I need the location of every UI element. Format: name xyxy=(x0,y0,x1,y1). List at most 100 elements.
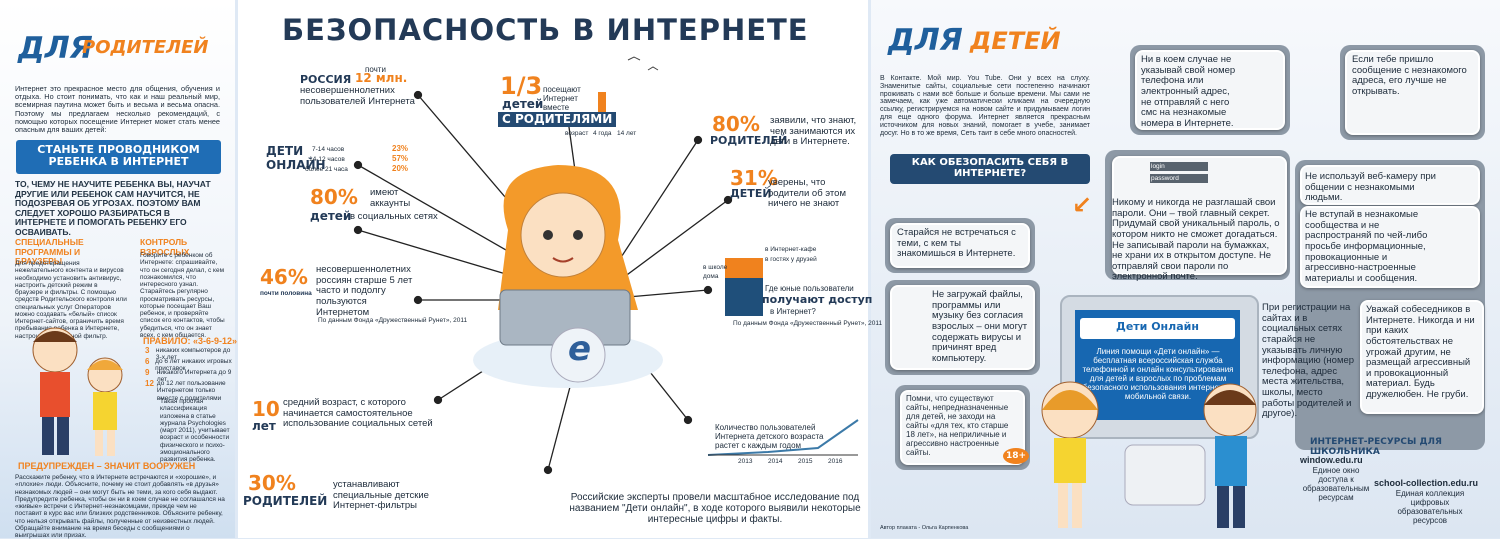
phone-card xyxy=(1135,50,1285,130)
rule-note: Такая простая классификация изложена в с… xyxy=(160,398,230,464)
p80-label: РОДИТЕЛЕЙ xyxy=(710,134,788,147)
connector-lines xyxy=(353,56,859,475)
k80-text: имеют аккаунты xyxy=(370,187,411,209)
author: Автор плаката - Ольга Карпенкова xyxy=(880,525,969,531)
webcam-text: Не используй веб-камеру при общении с не… xyxy=(1305,171,1436,204)
rule-num: 12 xyxy=(145,379,154,388)
online-row-label: 14-12 часов xyxy=(309,156,345,163)
year: 2014 xyxy=(768,458,783,465)
files-text: Не загружай файлы, программы или музыку … xyxy=(932,289,1028,364)
rule-item: никакого Интернета до 9 лет xyxy=(156,369,232,384)
mln: 12 млн. xyxy=(355,71,408,85)
main-title: БЕЗОПАСНОСТЬ В ИНТЕРНЕТЕ xyxy=(282,13,809,47)
third-a1: 4 года xyxy=(593,130,612,137)
warned-text: Расскажите ребенку, что в Интернете встр… xyxy=(15,474,225,539)
sites-text: Помни, что существуют сайты, непредназна… xyxy=(906,394,1009,457)
control-text: Говорите с ребенком об Интернете: спраши… xyxy=(140,252,225,339)
almost: почти xyxy=(365,65,386,74)
rule-num: 6 xyxy=(145,357,150,366)
source2: По данным Фонда «Дружественный Рунет», 2… xyxy=(733,320,883,327)
p30-text: устанавливают специальные детские Интерн… xyxy=(333,479,429,512)
access-cafe: в Интернет-кафе xyxy=(765,246,817,253)
control-title: КОНТРОЛЬ ВЗРОСЛЫХ xyxy=(140,237,190,257)
message-text: Если тебе пришло сообщение с незнакомого… xyxy=(1352,54,1467,97)
res2-text: Единая коллекция цифровых образовательны… xyxy=(1395,489,1465,525)
guide-text: ТО, ЧЕМУ НЕ НАУЧИТЕ РЕБЕНКА ВЫ, НАУЧАТ Д… xyxy=(15,179,211,237)
source1: По данным Фонда «Дружественный Рунет», 2… xyxy=(318,317,468,324)
rule-num: 3 xyxy=(145,346,150,355)
rule-row: 6 до 6 лет никаких игровых приставок xyxy=(145,357,233,373)
parents-intro: Интернет это прекрасное место для общени… xyxy=(15,84,220,134)
third-text: посещают Интернет вместе xyxy=(543,85,581,112)
message-card xyxy=(1345,50,1480,135)
russia-text: несовершеннолетних пользователей Интерне… xyxy=(300,85,415,107)
rule-item: до 6 лет никаких игровых приставок xyxy=(155,358,232,373)
p31: 31% xyxy=(730,166,778,190)
third-parents: С РОДИТЕЛЯМИ xyxy=(498,112,617,128)
k80: 80% xyxy=(310,185,358,209)
res1: window.edu.ru xyxy=(1300,455,1363,465)
screen-text: Линия помощи «Дети онлайн» — бесплатная … xyxy=(1082,347,1234,401)
res1-text: Единое окно доступа к образовательным ре… xyxy=(1302,466,1370,502)
groups-text: Не вступай в незнакомые сообщества и не … xyxy=(1305,209,1428,284)
p46: 46% xyxy=(260,265,308,289)
rule-list: 3 никаких компьютеров до 3-х лет 6 до 6 ле… xyxy=(145,346,233,402)
rule-row: 12 до 12 лет пользование Интернетом тольк… xyxy=(145,379,233,402)
age10-a: 10 xyxy=(252,397,280,421)
register-text: При регистрации на сайтах и в социальных… xyxy=(1262,302,1355,420)
online-row-value: 57% xyxy=(392,154,409,163)
arrow-icon: ↙ xyxy=(1072,191,1093,219)
rule-row: 3 никаких компьютеров до 3-х лет xyxy=(145,346,233,362)
res2: school-collection.edu.ru xyxy=(1374,478,1479,488)
meet-card xyxy=(890,223,1030,268)
online-row-value: 23% xyxy=(392,144,409,153)
how-banner: КАК ОБЕЗОПАСИТЬ СЕБЯ В ИНТЕРНЕТЕ? xyxy=(890,154,1090,184)
access-home: дома xyxy=(703,273,719,280)
resources-title: ИНТЕРНЕТ-РЕСУРСЫ ДЛЯ ШКОЛЬНИКА xyxy=(1310,437,1442,458)
screen-title: Дети Онлайн xyxy=(1080,318,1235,339)
online-row-label: 7-14 часов xyxy=(312,146,345,153)
study: Российские эксперты провели масштабное и… xyxy=(569,492,861,526)
rule-title: ПРАВИЛО: «3-6-9-12» xyxy=(143,336,237,346)
online-b: ОНЛАЙН xyxy=(266,158,326,172)
age10-text: средний возраст, с которого начинается с… xyxy=(283,397,433,430)
parents-title-b: РОДИТЕЛЕЙ xyxy=(82,37,209,58)
p46-label: почти половина xyxy=(260,290,312,297)
p30: 30% xyxy=(248,471,296,495)
password-text: Никому и никогда не разглашай свои парол… xyxy=(1112,197,1280,283)
kids-title-a: ДЛЯ xyxy=(888,23,963,58)
k80-social: в социальных сетях xyxy=(350,211,438,222)
programs-title: СПЕЦИАЛЬНЫЕ ПРОГРАММЫ И БРАУЗЕРЫ xyxy=(15,237,84,267)
respect-text: Уважай собеседников в Интернете. Никогда… xyxy=(1366,304,1475,400)
russia: РОССИЯ xyxy=(300,73,352,86)
kids-illustration xyxy=(1041,381,1257,528)
respect-card xyxy=(1360,300,1484,414)
third-age: возраст xyxy=(565,130,589,137)
rule-item: никаких компьютеров до 3-х лет xyxy=(155,347,231,362)
logo: e xyxy=(568,329,592,369)
password-field: password xyxy=(1150,174,1208,184)
meet-text: Старайся не встречаться с теми, с кем ты… xyxy=(897,227,1016,260)
phone-text: Ни в коем случае не указывай свой номер … xyxy=(1141,54,1236,129)
k80-kids: детей xyxy=(310,209,352,223)
p80: 80% xyxy=(712,112,760,136)
rule-item: до 12 лет пользование Интернетом только … xyxy=(156,380,226,402)
access-q1: Где юные пользователи xyxy=(765,284,854,293)
access-friends: в гостях у друзей xyxy=(765,256,817,263)
age10-b: лет xyxy=(252,419,276,433)
access-q3: в Интернет? xyxy=(770,307,816,316)
p80-text: заявили, что знают, чем занимаются их де… xyxy=(770,115,857,148)
guide-banner: СТАНЬТЕ ПРОВОДНИКОМ РЕБЕНКА В ИНТЕРНЕТ xyxy=(16,140,221,174)
p31-label: ДЕТЕЙ xyxy=(730,187,772,200)
warned-title: ПРЕДУПРЕЖДЕН – ЗНАЧИТ ВООРУЖЕН xyxy=(18,461,196,471)
p46-text: несовершеннолетних россиян старше 5 лет … xyxy=(316,264,413,318)
parents-panel xyxy=(0,0,235,538)
groups-card xyxy=(1300,206,1480,288)
access-q2: получают доступ xyxy=(762,293,873,306)
login-field: login xyxy=(1150,162,1208,172)
third: 1/3 xyxy=(500,72,543,100)
year: 2016 xyxy=(828,458,843,465)
year: 2013 xyxy=(738,458,753,465)
online-row-value: 20% xyxy=(392,164,409,173)
